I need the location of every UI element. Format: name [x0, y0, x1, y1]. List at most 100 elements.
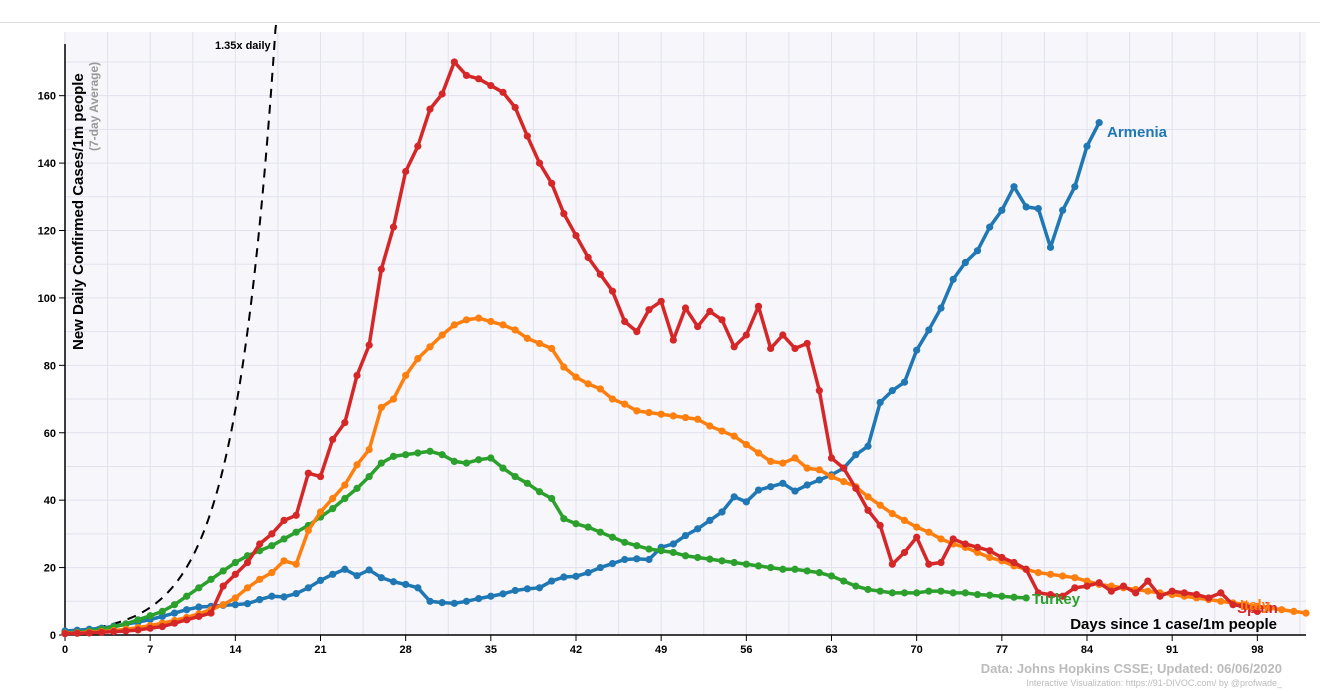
data-point-turkey[interactable]	[183, 592, 191, 600]
data-point-turkey[interactable]	[584, 523, 592, 531]
data-point-armenia[interactable]	[511, 586, 519, 595]
data-point-turkey[interactable]	[949, 589, 957, 597]
data-point-italy[interactable]	[256, 575, 264, 583]
data-point-spain[interactable]	[669, 336, 677, 344]
data-point-armenia[interactable]	[888, 387, 896, 395]
data-point-spain[interactable]	[1168, 587, 1176, 595]
data-point-spain[interactable]	[377, 265, 385, 273]
data-point-armenia[interactable]	[487, 592, 495, 600]
data-point-spain[interactable]	[621, 317, 629, 326]
data-point-turkey[interactable]	[730, 558, 738, 567]
data-point-italy[interactable]	[1071, 574, 1079, 582]
data-point-turkey[interactable]	[365, 472, 373, 481]
data-point-spain[interactable]	[1046, 590, 1055, 599]
data-point-armenia[interactable]	[973, 247, 982, 255]
data-point-spain[interactable]	[1156, 592, 1164, 600]
data-point-italy[interactable]	[864, 493, 872, 501]
data-point-turkey[interactable]	[876, 587, 884, 595]
data-point-spain[interactable]	[925, 560, 933, 568]
data-point-spain[interactable]	[1229, 601, 1237, 609]
data-point-spain[interactable]	[1144, 577, 1152, 585]
data-point-turkey[interactable]	[937, 587, 945, 595]
data-point-spain[interactable]	[61, 630, 69, 638]
data-point-italy[interactable]	[560, 363, 568, 371]
data-point-armenia[interactable]	[280, 593, 288, 601]
data-point-armenia[interactable]	[195, 603, 203, 611]
data-point-italy[interactable]	[657, 410, 665, 418]
data-point-armenia[interactable]	[742, 498, 750, 506]
data-point-armenia[interactable]	[986, 223, 994, 231]
data-point-italy[interactable]	[621, 400, 629, 408]
data-point-italy[interactable]	[292, 560, 300, 568]
data-point-armenia[interactable]	[961, 258, 969, 267]
data-point-armenia[interactable]	[341, 565, 349, 573]
data-point-italy[interactable]	[511, 326, 519, 334]
data-point-spain[interactable]	[110, 628, 118, 636]
data-point-italy[interactable]	[1144, 587, 1152, 595]
data-point-turkey[interactable]	[389, 452, 398, 460]
data-point-turkey[interactable]	[499, 464, 507, 472]
data-point-armenia[interactable]	[158, 612, 166, 621]
data-point-turkey[interactable]	[827, 572, 836, 580]
data-point-turkey[interactable]	[487, 454, 495, 462]
data-point-italy[interactable]	[365, 446, 373, 454]
data-point-italy[interactable]	[1290, 607, 1298, 616]
data-point-armenia[interactable]	[183, 606, 191, 614]
data-point-spain[interactable]	[1119, 582, 1128, 590]
data-point-turkey[interactable]	[791, 565, 799, 573]
data-point-armenia[interactable]	[730, 493, 738, 501]
data-point-spain[interactable]	[596, 270, 604, 278]
data-point-spain[interactable]	[852, 484, 860, 492]
data-point-spain[interactable]	[913, 533, 921, 541]
data-point-armenia[interactable]	[560, 573, 568, 581]
data-point-armenia[interactable]	[998, 206, 1006, 214]
data-point-armenia[interactable]	[1046, 243, 1055, 251]
data-point-italy[interactable]	[888, 510, 896, 518]
data-point-spain[interactable]	[1205, 594, 1213, 602]
data-point-armenia[interactable]	[900, 378, 909, 386]
data-point-armenia[interactable]	[913, 346, 921, 354]
data-point-spain[interactable]	[949, 535, 957, 543]
data-point-armenia[interactable]	[1010, 183, 1018, 191]
data-point-italy[interactable]	[353, 461, 361, 469]
data-point-spain[interactable]	[608, 287, 617, 295]
data-point-italy[interactable]	[913, 523, 921, 531]
data-point-italy[interactable]	[231, 594, 239, 602]
data-point-armenia[interactable]	[535, 584, 544, 592]
data-point-italy[interactable]	[937, 535, 945, 543]
data-point-turkey[interactable]	[134, 616, 142, 624]
data-point-armenia[interactable]	[925, 326, 933, 334]
data-point-spain[interactable]	[170, 619, 179, 627]
data-point-armenia[interactable]	[767, 483, 775, 491]
data-point-armenia[interactable]	[1034, 204, 1042, 213]
data-point-turkey[interactable]	[146, 612, 154, 620]
data-point-spain[interactable]	[280, 516, 288, 524]
data-point-armenia[interactable]	[475, 594, 483, 603]
data-point-turkey[interactable]	[596, 528, 604, 536]
data-point-italy[interactable]	[402, 371, 410, 380]
data-point-spain[interactable]	[158, 622, 166, 631]
data-point-italy[interactable]	[730, 432, 738, 440]
data-point-turkey[interactable]	[377, 459, 385, 467]
data-point-spain[interactable]	[572, 231, 580, 240]
data-point-spain[interactable]	[718, 316, 726, 324]
data-point-spain[interactable]	[134, 626, 142, 634]
data-point-italy[interactable]	[1265, 604, 1274, 612]
data-point-spain[interactable]	[645, 306, 653, 314]
data-point-italy[interactable]	[535, 339, 544, 348]
data-point-spain[interactable]	[316, 472, 325, 481]
data-point-turkey[interactable]	[1022, 594, 1030, 602]
data-point-armenia[interactable]	[329, 570, 337, 578]
data-point-italy[interactable]	[706, 422, 714, 430]
data-point-italy[interactable]	[827, 472, 836, 481]
data-point-italy[interactable]	[584, 380, 592, 388]
data-point-turkey[interactable]	[560, 515, 568, 523]
data-point-spain[interactable]	[694, 322, 702, 331]
data-point-spain[interactable]	[146, 624, 154, 632]
data-point-spain[interactable]	[998, 553, 1006, 562]
data-point-italy[interactable]	[840, 478, 848, 486]
data-point-italy[interactable]	[414, 354, 422, 363]
data-point-turkey[interactable]	[438, 451, 446, 459]
data-point-spain[interactable]	[706, 307, 714, 316]
data-point-spain[interactable]	[438, 90, 446, 98]
